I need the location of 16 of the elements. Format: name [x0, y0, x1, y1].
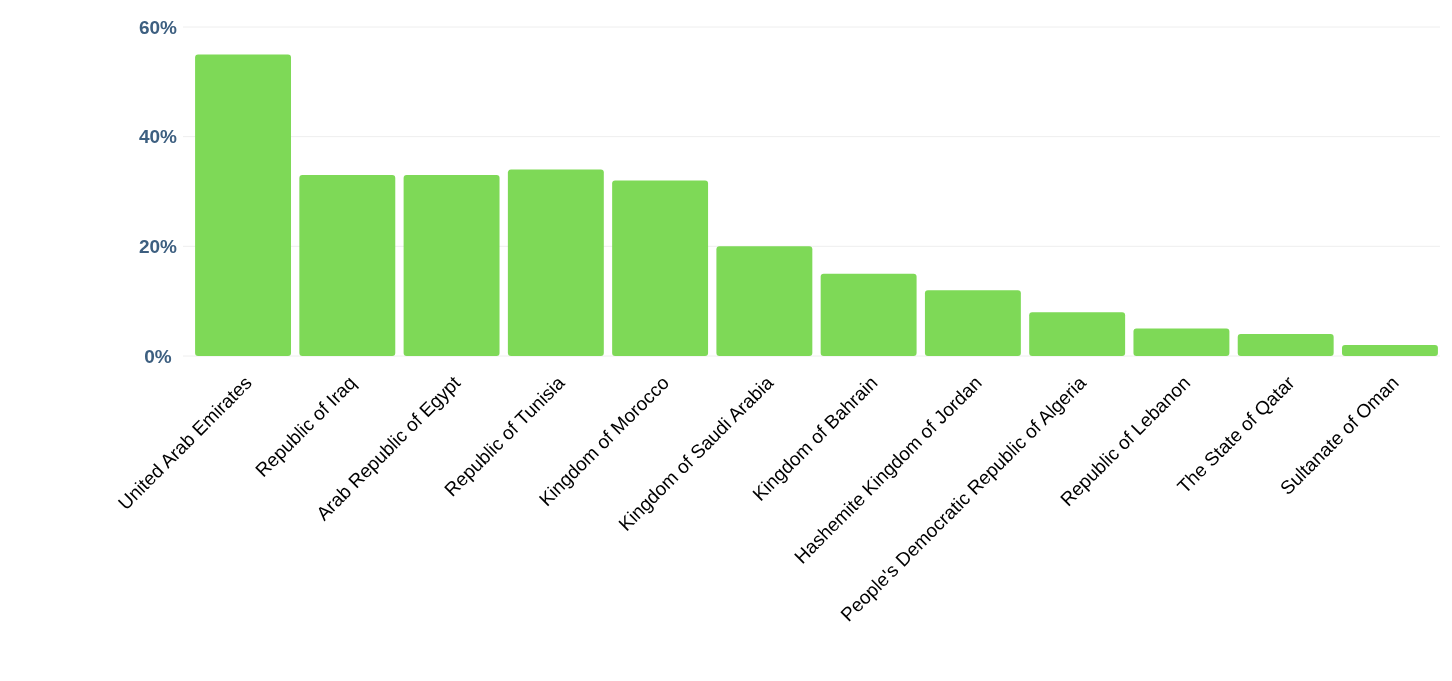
bar	[195, 54, 292, 356]
y-tick-label: 20%	[138, 235, 178, 257]
bar	[820, 273, 917, 356]
y-tick-label: 60%	[138, 16, 178, 38]
bar	[924, 290, 1021, 356]
bar	[403, 175, 500, 356]
bar	[299, 175, 396, 356]
bar	[1237, 334, 1334, 356]
bar	[612, 180, 709, 356]
y-tick-label: 40%	[138, 126, 178, 148]
bar	[507, 169, 604, 356]
bar	[1133, 328, 1230, 356]
bar	[1029, 312, 1126, 356]
y-tick-label: 0%	[144, 345, 172, 367]
bar	[716, 246, 813, 356]
bar	[1341, 345, 1438, 356]
